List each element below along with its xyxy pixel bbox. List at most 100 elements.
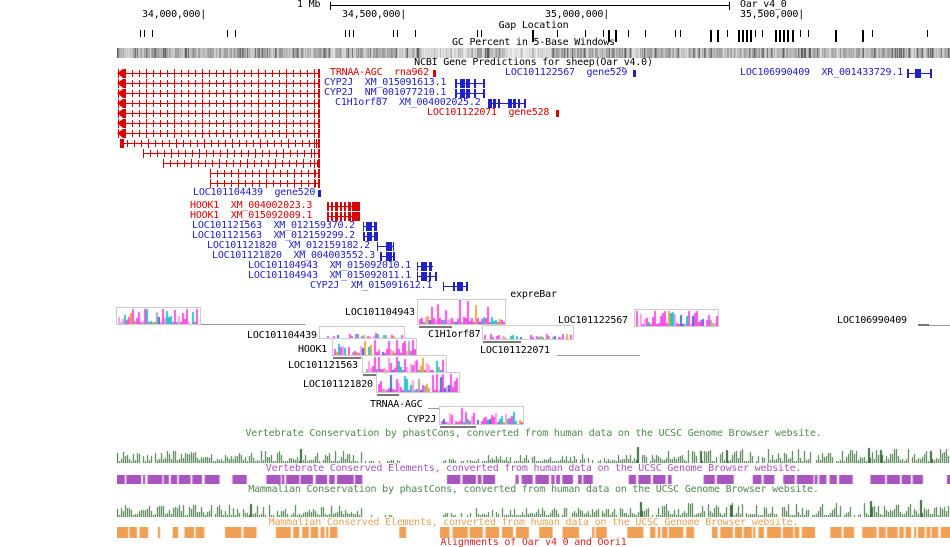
gene-model[interactable]: <<<<<<<<<<<<<<<<<<<<<<<<<<<<< xyxy=(117,99,320,108)
gene-label[interactable]: LOC101121820 XM_004003552.3 xyxy=(212,250,375,261)
exprebar-plot[interactable] xyxy=(439,406,524,425)
gap-tick[interactable] xyxy=(645,30,646,37)
gap-tick[interactable] xyxy=(675,30,676,37)
exprebar-gene-label[interactable]: LOC101122071 xyxy=(480,345,550,356)
gene-box[interactable] xyxy=(433,70,436,77)
gap-tick[interactable] xyxy=(532,30,534,42)
gap-tick[interactable] xyxy=(349,30,350,37)
gene-exons[interactable] xyxy=(455,89,485,98)
exprebar-gene-label[interactable]: C1H1orf87 xyxy=(428,329,481,340)
gene-label[interactable]: LOC106990409 XR_001433729.1 xyxy=(740,67,903,78)
gene-label[interactable]: LOC101104943 XM_015092010.1 xyxy=(248,260,411,271)
gene-model[interactable]: <<<<<<<<<<<<<<<<<<<<<<<<<< xyxy=(143,149,320,158)
gap-tick[interactable] xyxy=(603,30,604,37)
gene-exons[interactable] xyxy=(455,79,485,88)
gene-label[interactable]: LOC101121820 XM_012159182.2 xyxy=(207,240,370,251)
gap-tick[interactable] xyxy=(738,30,740,42)
gap-tick[interactable] xyxy=(835,30,837,42)
gene-model[interactable]: <<<<<<<<<<<<<<<<<<<<<<<<<<<<< xyxy=(117,89,320,98)
gap-tick[interactable] xyxy=(717,30,719,42)
gap-tick[interactable] xyxy=(585,30,586,37)
gap-tick[interactable] xyxy=(152,30,153,37)
exprebar-bars[interactable] xyxy=(320,327,404,338)
exprebar-bars[interactable] xyxy=(377,373,459,392)
gene-exons[interactable] xyxy=(488,99,526,108)
exprebar-plot[interactable] xyxy=(362,355,447,373)
gap-tick[interactable] xyxy=(783,30,785,42)
gene-label[interactable]: LOC101122071 gene528 xyxy=(427,107,550,118)
exprebar-bars[interactable] xyxy=(117,308,200,324)
gene-label[interactable]: LOC101122567 gene529 xyxy=(505,67,628,78)
gene-label[interactable]: LOC101104943 XM_015092011.1 xyxy=(248,270,411,281)
exprebar-gene-label[interactable]: TRNAA-AGC xyxy=(370,399,423,410)
gap-tick[interactable] xyxy=(557,30,558,37)
gene-exons[interactable] xyxy=(907,69,932,78)
gap-tick[interactable] xyxy=(710,30,712,42)
exprebar-bars[interactable] xyxy=(333,339,416,355)
gap-tick[interactable] xyxy=(872,30,873,37)
exprebar-bars[interactable] xyxy=(483,326,573,339)
conservation-histogram[interactable] xyxy=(117,442,950,463)
exprebar-gene-label[interactable]: LOC106990409 xyxy=(837,315,907,326)
gap-tick[interactable] xyxy=(779,30,781,42)
exprebar-gene-label[interactable]: LOC101121563 xyxy=(288,360,358,371)
gene-exons[interactable] xyxy=(363,232,378,241)
exprebar-bars[interactable] xyxy=(363,356,446,372)
gene-model[interactable]: <<<<<<<<<<<<<<<<<<<<<<<<<<<<< xyxy=(117,79,320,88)
exprebar-plot[interactable] xyxy=(332,338,417,356)
gene-model[interactable]: <<<<<<<<<<<<<<<< xyxy=(210,169,320,178)
gene-label[interactable]: CYP2J XM_015091613.1 xyxy=(324,77,447,88)
exprebar-bars[interactable] xyxy=(440,407,523,424)
gap-tick[interactable] xyxy=(808,30,809,37)
exprebar-gene-label[interactable]: LOC101104439 xyxy=(247,330,317,341)
gene-box[interactable] xyxy=(633,70,636,77)
gap-tick[interactable] xyxy=(787,30,789,42)
gap-tick[interactable] xyxy=(775,30,777,42)
gene-exons[interactable] xyxy=(327,202,360,211)
gap-tick[interactable] xyxy=(345,30,346,37)
gene-label[interactable]: LOC101121563 XM_012159299.2 xyxy=(192,230,355,241)
gene-label[interactable]: HOOK1 XM_004002023.3 xyxy=(190,200,313,211)
gene-model[interactable]: <<<<<<<<<<<<<<<<<<<<<<<<<<<<< xyxy=(117,109,320,118)
gap-tick[interactable] xyxy=(353,30,354,37)
gene-model[interactable]: <<<<<<<<<<<<<<<<<<<<<<<<<<<<< xyxy=(117,69,320,78)
exprebar-plot[interactable] xyxy=(116,307,201,325)
exprebar-plot[interactable] xyxy=(376,372,460,393)
gap-tick[interactable] xyxy=(680,30,681,37)
conserved-elements[interactable] xyxy=(117,527,950,538)
gap-tick[interactable] xyxy=(742,30,744,42)
exprebar-gene-label[interactable]: LOC101122567 xyxy=(558,315,628,326)
exprebar-bars[interactable] xyxy=(418,300,505,324)
gene-exons[interactable] xyxy=(363,222,377,231)
gene-exons[interactable] xyxy=(417,262,433,271)
gene-model[interactable]: <<<<<<<<<<<<<<<<<<<<<<< xyxy=(163,159,320,168)
gap-tick[interactable] xyxy=(615,30,617,42)
gene-label[interactable]: C1H1orf87 XM_004002025.2 xyxy=(335,97,481,108)
exprebar-plot[interactable] xyxy=(417,299,506,325)
gap-tick[interactable] xyxy=(397,30,398,37)
gene-model[interactable]: <<<<<<<<<<<<<<<<<<<<<<<<<<<<< xyxy=(117,129,320,138)
gap-tick[interactable] xyxy=(750,30,752,42)
exprebar-gene-label[interactable]: HOOK1 xyxy=(298,344,328,355)
gene-model[interactable]: <<<<<<<<<<<<<<<< xyxy=(210,179,320,188)
gap-tick[interactable] xyxy=(393,30,394,37)
gene-box[interactable] xyxy=(318,190,321,197)
gene-model[interactable]: <<<<<<<<<<<<<<<<<<<<<<<<<<<<< xyxy=(117,119,320,128)
exprebar-plot[interactable] xyxy=(482,325,574,340)
gene-exons[interactable] xyxy=(417,272,437,281)
gene-label[interactable]: LOC101104439 gene520 xyxy=(193,187,316,198)
gap-tick[interactable] xyxy=(727,30,728,37)
gene-exons[interactable] xyxy=(443,282,468,291)
ruler-position-label[interactable]: 35,000,000| xyxy=(545,9,610,20)
gap-tick[interactable] xyxy=(235,30,236,37)
gap-tick[interactable] xyxy=(628,30,629,37)
ruler-position-label[interactable]: 35,500,000| xyxy=(740,9,805,20)
gap-tick[interactable] xyxy=(862,30,864,42)
conserved-elements[interactable] xyxy=(117,475,950,484)
gene-label[interactable]: CYP2J XM_015091612.1 xyxy=(310,280,433,291)
exprebar-gene-label[interactable]: CYP2J xyxy=(407,414,437,425)
gene-model[interactable]: <<<<<<<<<<<<<<<<<<<<<<<<<<<<< xyxy=(120,139,320,148)
gene-label[interactable]: TRNAA-AGC rna962 xyxy=(330,67,429,78)
gap-tick[interactable] xyxy=(927,30,928,37)
gap-tick[interactable] xyxy=(481,30,482,37)
